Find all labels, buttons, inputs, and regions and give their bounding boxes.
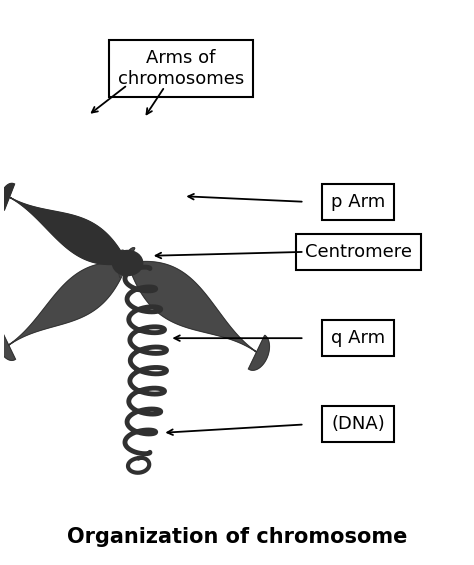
Text: p Arm: p Arm xyxy=(331,193,385,211)
Ellipse shape xyxy=(112,250,143,276)
Text: q Arm: q Arm xyxy=(331,329,385,347)
Polygon shape xyxy=(119,247,269,370)
Text: Centromere: Centromere xyxy=(305,243,411,261)
Polygon shape xyxy=(0,184,133,275)
Text: Organization of chromosome: Organization of chromosome xyxy=(67,527,407,547)
Text: (DNA): (DNA) xyxy=(331,415,385,433)
Polygon shape xyxy=(0,250,135,360)
Text: Arms of
chromosomes: Arms of chromosomes xyxy=(118,49,244,88)
